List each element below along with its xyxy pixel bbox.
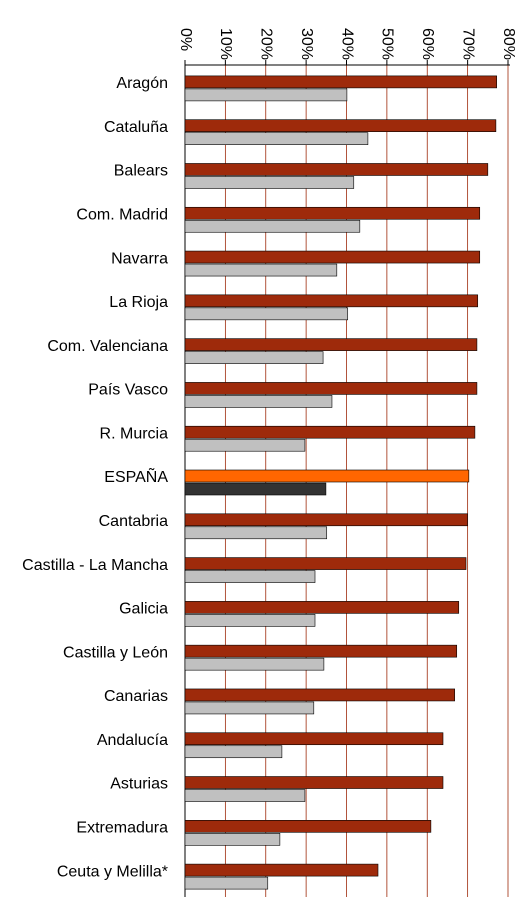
y-tick-label: Com. Valenciana (47, 338, 168, 355)
x-tick-label: 40% (338, 28, 355, 60)
bar (184, 219, 361, 233)
bar (184, 526, 328, 540)
y-tick-label: Asturias (110, 776, 168, 793)
bar (184, 351, 324, 364)
bar (184, 163, 489, 176)
bar (184, 688, 456, 702)
bar (184, 250, 481, 264)
y-tick-label: Cantabria (99, 513, 168, 530)
bar (184, 338, 478, 351)
y-tick-label: Castilla - La Mancha (22, 557, 168, 574)
bar (184, 644, 458, 658)
y-tick-label: Navarra (111, 250, 168, 267)
bar (184, 88, 348, 102)
bar (184, 820, 432, 833)
bar (184, 657, 325, 671)
bar (184, 438, 306, 452)
bar (184, 601, 460, 614)
bar (184, 263, 338, 277)
bar (184, 294, 479, 308)
y-tick-label: Canarias (104, 688, 168, 705)
y-tick-label: Cataluña (104, 119, 168, 136)
bar (184, 614, 316, 627)
bar (184, 119, 497, 132)
x-tick-label: 60% (419, 28, 436, 60)
x-tick-label: 20% (258, 28, 275, 60)
y-tick-label: Aragón (116, 75, 168, 92)
bar (184, 745, 283, 759)
bar (184, 176, 355, 189)
bar (184, 307, 349, 321)
y-tick-label: La Rioja (109, 294, 168, 311)
y-tick-label: Extremadura (76, 820, 168, 837)
y-tick-label: ESPAÑA (104, 466, 168, 486)
y-tick-label: Castilla y León (63, 644, 168, 661)
y-tick-label: Ceuta y Melilla* (57, 863, 168, 880)
x-tick-label: 30% (298, 28, 315, 60)
bar (184, 833, 281, 846)
bar (184, 876, 269, 890)
x-tick-label: 50% (379, 28, 396, 60)
bar (184, 557, 467, 570)
bar (184, 513, 468, 527)
bar (184, 395, 333, 408)
y-tick-label: Balears (114, 163, 168, 180)
y-tick-label: R. Murcia (100, 425, 169, 442)
x-tick-label: 80% (500, 28, 517, 60)
bar (184, 382, 478, 395)
bar (184, 570, 316, 583)
y-tick-label: País Vasco (88, 382, 168, 399)
x-tick-label: 10% (217, 28, 234, 60)
bar (184, 701, 315, 715)
bar (184, 206, 481, 220)
bar (184, 425, 476, 439)
y-tick-label: Com. Madrid (76, 206, 168, 223)
bar (184, 789, 306, 802)
y-tick-label: Andalucía (97, 732, 168, 749)
bar (184, 75, 497, 89)
bar (184, 732, 444, 746)
bar (184, 776, 444, 789)
bar (184, 482, 327, 496)
x-tick-label: 0% (177, 28, 194, 51)
y-tick-label: Galicia (119, 601, 168, 618)
bar (184, 469, 470, 483)
bar (184, 863, 379, 877)
bar (184, 132, 369, 145)
x-tick-label: 70% (459, 28, 476, 60)
